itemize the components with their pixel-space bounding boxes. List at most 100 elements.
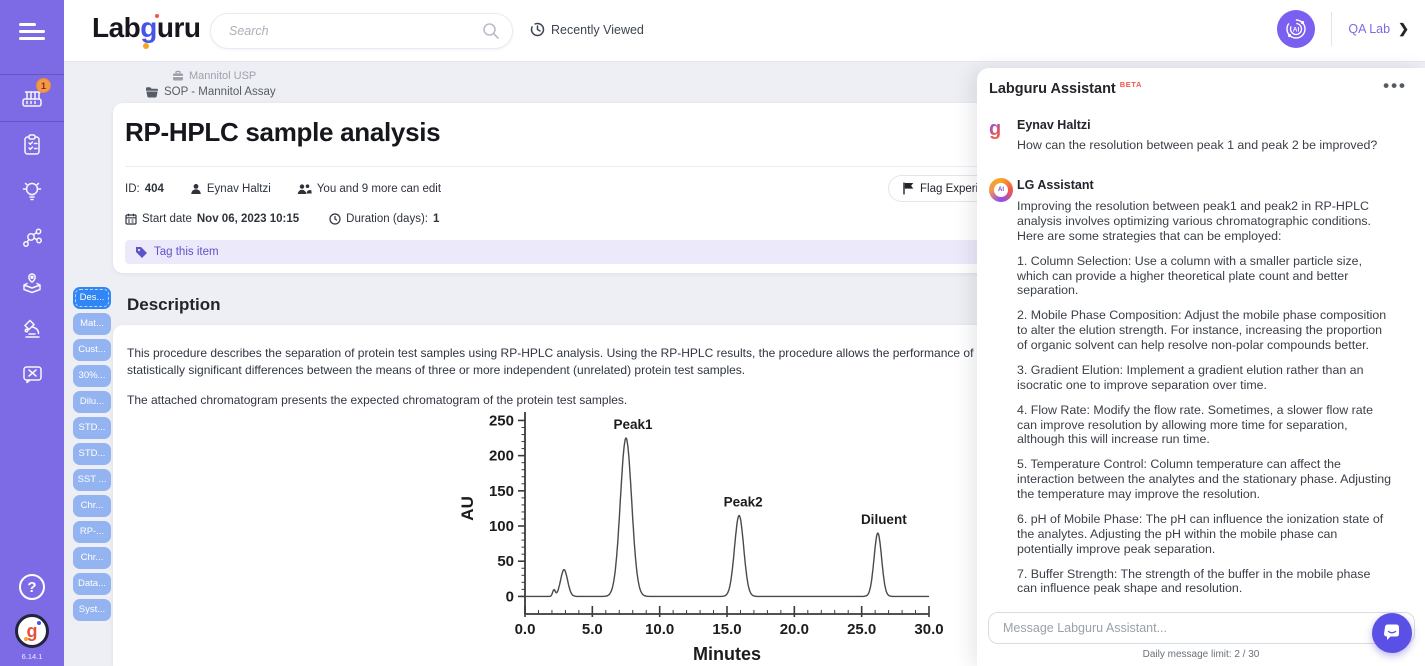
description-heading: Description	[127, 295, 221, 314]
sidebar-item-equipment[interactable]	[0, 306, 64, 352]
recently-viewed-label: Recently Viewed	[551, 22, 644, 37]
assistant-chat-fab-button[interactable]	[1372, 613, 1412, 653]
samples-rack-icon	[22, 91, 42, 107]
assistant-paragraph: 1. Column Selection: Use a column with a…	[1017, 253, 1363, 298]
calendar-icon	[125, 213, 137, 225]
storage-box-icon	[23, 273, 41, 294]
section-tab-rail: Des... Mat... Cust... 30%... Dilu... STD... ST…	[73, 287, 111, 625]
labguru-logo[interactable]: Labg uru	[92, 12, 201, 49]
section-tab-7[interactable]: SST ...	[73, 469, 111, 491]
svg-text:0.0: 0.0	[515, 621, 536, 638]
chevron-right-icon: ❯	[1398, 21, 1409, 36]
labguru-g-avatar: g	[989, 118, 1013, 142]
section-tab-12[interactable]: Syst...	[73, 599, 111, 621]
svg-text:200: 200	[489, 448, 514, 465]
hamburger-icon	[19, 19, 45, 44]
global-search	[210, 13, 513, 49]
chromatogram-chart: 0 50 100 150 200 250 0.0 5.0 10.0 15.0 20.0 25.0 30.…	[439, 398, 949, 666]
sidebar-item-storage[interactable]	[0, 260, 64, 306]
section-tab-4[interactable]: Dilu...	[73, 391, 111, 413]
duration-clock-icon	[329, 213, 341, 225]
equipment-microscope-icon	[23, 319, 40, 338]
notification-badge: 1	[35, 78, 51, 93]
svg-text:Diluent: Diluent	[861, 512, 907, 527]
chromatogram-svg: 0 50 100 150 200 250 0.0 5.0 10.0 15.0 20.0 25.0 30.…	[458, 412, 944, 664]
chat-bubble-icon	[1384, 624, 1399, 640]
logo-lab: Lab	[92, 12, 141, 43]
section-tab-1[interactable]: Mat...	[73, 313, 111, 335]
workspace-label: QA Lab	[1348, 22, 1391, 36]
duration: Duration (days): 1	[329, 213, 439, 225]
header-divider	[1331, 12, 1333, 46]
svg-text:Peak1: Peak1	[613, 417, 653, 432]
sidebar-item-molecules[interactable]	[0, 214, 64, 260]
assistant-paragraph: 7. Buffer Strength: The strength of the …	[1017, 566, 1371, 596]
knowledge-lightbulb-icon	[22, 182, 42, 201]
briefcase-icon	[173, 70, 183, 81]
hamburger-menu-button[interactable]	[0, 0, 64, 62]
svg-text:AU: AU	[458, 496, 477, 521]
assistant-message: AI LG Assistant Improving the resolution…	[989, 178, 1411, 606]
section-tab-5[interactable]: STD...	[73, 417, 111, 439]
section-tab-6[interactable]: STD...	[73, 443, 111, 465]
ai-assistant-toggle-button[interactable]: AI	[1277, 10, 1316, 48]
svg-text:0: 0	[506, 588, 514, 605]
experiment-permissions[interactable]: You and 9 more can edit	[297, 183, 441, 195]
section-tab-0[interactable]: Des...	[73, 287, 111, 309]
help-button[interactable]: ?	[19, 574, 45, 600]
assistant-paragraph: 4. Flow Rate: Modify the flow rate. Some…	[1017, 402, 1374, 447]
experiment-owner[interactable]: Eynav Haltzi	[190, 183, 271, 195]
svg-text:100: 100	[489, 518, 514, 535]
group-icon	[297, 184, 312, 194]
svg-text:20.0: 20.0	[780, 621, 809, 638]
svg-text:Minutes: Minutes	[693, 644, 761, 664]
section-tab-9[interactable]: RP-...	[73, 521, 111, 543]
logo-uru: uru	[156, 12, 201, 43]
ai-swirl-icon: AI	[1286, 19, 1307, 39]
sidebar-item-knowledge[interactable]	[0, 168, 64, 214]
daily-limit-label: Daily message limit: 2 / 30	[1142, 649, 1260, 660]
user-message-text: How can the resolution between peak 1 an…	[1017, 138, 1378, 152]
breadcrumb-folder[interactable]: SOP - Mannitol Assay	[145, 86, 276, 98]
svg-text:15.0: 15.0	[712, 621, 741, 638]
section-tab-11[interactable]: Data...	[73, 573, 111, 595]
protocols-clipboard-icon	[24, 134, 40, 155]
assistant-paragraph: 6. pH of Mobile Phase: The pH can influe…	[1017, 511, 1384, 556]
sidebar-item-samples[interactable]: 1	[0, 75, 64, 121]
assistant-more-menu[interactable]: •••	[1383, 76, 1407, 95]
section-tab-8[interactable]: Chr...	[73, 495, 111, 517]
molecules-icon	[23, 228, 42, 247]
support-chat-icon	[23, 366, 42, 384]
section-tab-3[interactable]: 30%...	[73, 365, 111, 387]
sidebar-nav: 1 ? g 6.14.1	[0, 62, 64, 666]
assistant-paragraph: 2. Mobile Phase Composition: Adjust the …	[1017, 308, 1387, 352]
person-icon	[191, 184, 201, 194]
svg-text:Peak2: Peak2	[724, 494, 763, 509]
assistant-paragraph: 5. Temperature Control: Column temperatu…	[1017, 457, 1392, 501]
svg-text:AI: AI	[1293, 27, 1300, 34]
recently-viewed-button[interactable]: Recently Viewed	[530, 22, 644, 37]
section-tab-2[interactable]: Cust...	[73, 339, 111, 361]
breadcrumb-project[interactable]: Mannitol USP	[172, 70, 256, 82]
sidebar-item-requests[interactable]	[0, 352, 64, 398]
top-header: Labguru Recently Viewed AI QA Lab ❯	[0, 0, 1425, 62]
svg-text:50: 50	[497, 553, 514, 570]
svg-text:25.0: 25.0	[847, 621, 876, 638]
svg-text:10.0: 10.0	[645, 621, 674, 638]
sidebar-item-protocols[interactable]	[0, 122, 64, 168]
svg-text:150: 150	[489, 483, 514, 500]
svg-text:30.0: 30.0	[914, 621, 943, 638]
workspace-switcher[interactable]: QA Lab ❯	[1348, 21, 1409, 37]
assistant-message-input[interactable]	[1003, 613, 1393, 643]
folder-icon	[146, 87, 158, 98]
user-message: g Eynav Haltzi How can the resolution be…	[989, 118, 1411, 153]
start-date: Start date Nov 06, 2023 10:15	[125, 213, 299, 225]
svg-text:5.0: 5.0	[582, 621, 603, 638]
search-icon[interactable]	[482, 22, 500, 40]
question-mark-icon: ?	[27, 579, 37, 596]
labguru-g-badge[interactable]: g	[15, 614, 49, 648]
tag-icon	[136, 246, 147, 258]
app-version: 6.14.1	[21, 652, 43, 661]
section-tab-10[interactable]: Chr...	[73, 547, 111, 569]
search-input[interactable]	[229, 14, 479, 48]
